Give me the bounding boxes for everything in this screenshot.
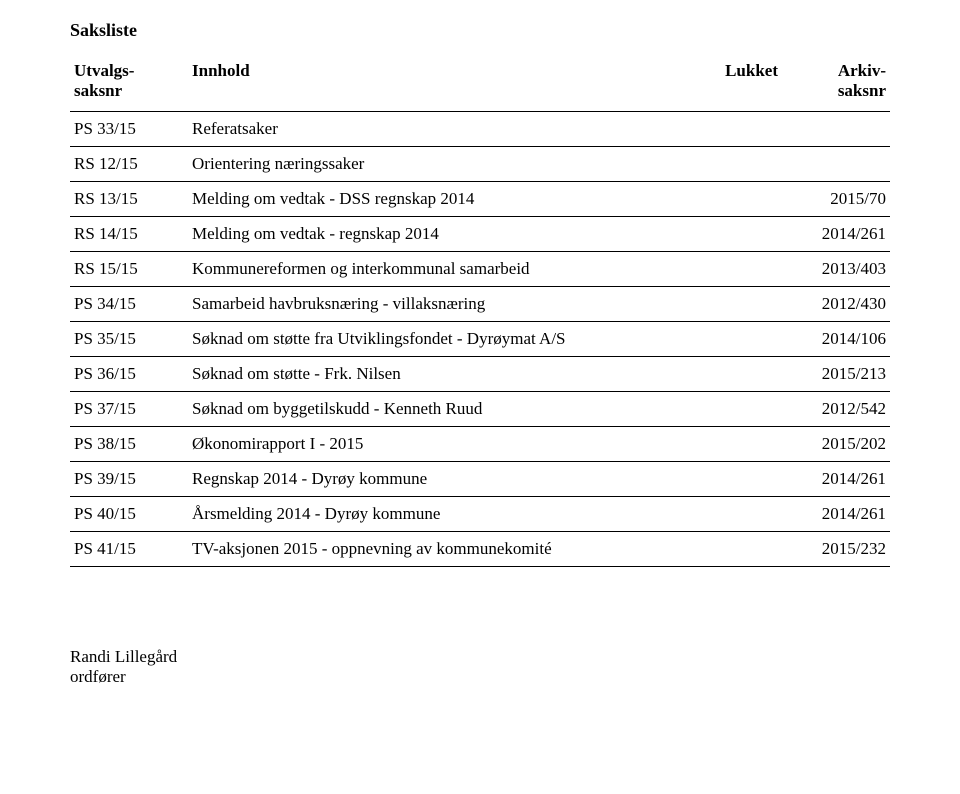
cell-num: PS 40/15 [70, 497, 188, 532]
page-title: Saksliste [70, 20, 890, 41]
table-row: PS 36/15 Søknad om støtte - Frk. Nilsen … [70, 357, 890, 392]
header-innhold: Innhold [188, 55, 684, 112]
footer-role: ordfører [70, 667, 890, 687]
table-row: PS 33/15 Referatsaker [70, 112, 890, 147]
cell-lukket [684, 497, 782, 532]
cell-arkiv: 2015/202 [782, 427, 890, 462]
cell-num: RS 15/15 [70, 252, 188, 287]
table-row: PS 41/15 TV-aksjonen 2015 - oppnevning a… [70, 532, 890, 567]
cell-content: TV-aksjonen 2015 - oppnevning av kommune… [188, 532, 684, 567]
cell-arkiv: 2014/261 [782, 497, 890, 532]
table-row: PS 35/15 Søknad om støtte fra Utviklings… [70, 322, 890, 357]
table-row: RS 14/15 Melding om vedtak - regnskap 20… [70, 217, 890, 252]
header-saksnr: Utvalgs- saksnr [70, 55, 188, 112]
cell-num: PS 38/15 [70, 427, 188, 462]
cell-arkiv: 2014/261 [782, 217, 890, 252]
document-page: Saksliste Utvalgs- saksnr Innhold Lukket… [0, 0, 960, 794]
cell-lukket [684, 462, 782, 497]
table-row: RS 15/15 Kommunereformen og interkommuna… [70, 252, 890, 287]
cell-lukket [684, 217, 782, 252]
table-row: PS 40/15 Årsmelding 2014 - Dyrøy kommune… [70, 497, 890, 532]
table-row: RS 12/15 Orientering næringssaker [70, 147, 890, 182]
table-row: PS 34/15 Samarbeid havbruksnæring - vill… [70, 287, 890, 322]
header-arkiv: Arkiv- saksnr [782, 55, 890, 112]
cell-content: Samarbeid havbruksnæring - villaksnæring [188, 287, 684, 322]
cell-num: PS 41/15 [70, 532, 188, 567]
cell-content: Melding om vedtak - regnskap 2014 [188, 217, 684, 252]
header-arkiv-line1: Arkiv- [838, 61, 886, 80]
cell-num: PS 34/15 [70, 287, 188, 322]
cell-num: PS 35/15 [70, 322, 188, 357]
cell-content: Søknad om støtte fra Utviklingsfondet - … [188, 322, 684, 357]
cell-arkiv [782, 112, 890, 147]
cell-num: PS 33/15 [70, 112, 188, 147]
cell-lukket [684, 532, 782, 567]
cell-num: RS 14/15 [70, 217, 188, 252]
cell-num: PS 37/15 [70, 392, 188, 427]
cell-arkiv [782, 147, 890, 182]
table-row: PS 37/15 Søknad om byggetilskudd - Kenne… [70, 392, 890, 427]
cell-lukket [684, 147, 782, 182]
header-saksnr-line1: Utvalgs- [74, 61, 134, 80]
cell-arkiv: 2013/403 [782, 252, 890, 287]
cell-lukket [684, 112, 782, 147]
cell-content: Orientering næringssaker [188, 147, 684, 182]
cell-content: Økonomirapport I - 2015 [188, 427, 684, 462]
cell-num: PS 39/15 [70, 462, 188, 497]
cell-lukket [684, 322, 782, 357]
cell-content: Søknad om støtte - Frk. Nilsen [188, 357, 684, 392]
cell-content: Årsmelding 2014 - Dyrøy kommune [188, 497, 684, 532]
cell-num: PS 36/15 [70, 357, 188, 392]
header-saksnr-line2: saksnr [74, 81, 122, 100]
cell-lukket [684, 252, 782, 287]
cell-num: RS 13/15 [70, 182, 188, 217]
agenda-table: Utvalgs- saksnr Innhold Lukket Arkiv- sa… [70, 55, 890, 567]
table-row: RS 13/15 Melding om vedtak - DSS regnska… [70, 182, 890, 217]
header-arkiv-line2: saksnr [838, 81, 886, 100]
cell-content: Melding om vedtak - DSS regnskap 2014 [188, 182, 684, 217]
table-body: PS 33/15 Referatsaker RS 12/15 Orienteri… [70, 112, 890, 567]
table-row: PS 38/15 Økonomirapport I - 2015 2015/20… [70, 427, 890, 462]
cell-lukket [684, 357, 782, 392]
cell-content: Søknad om byggetilskudd - Kenneth Ruud [188, 392, 684, 427]
cell-content: Kommunereformen og interkommunal samarbe… [188, 252, 684, 287]
cell-num: RS 12/15 [70, 147, 188, 182]
cell-arkiv: 2014/261 [782, 462, 890, 497]
cell-arkiv: 2012/430 [782, 287, 890, 322]
cell-arkiv: 2014/106 [782, 322, 890, 357]
footer-name: Randi Lillegård [70, 647, 890, 667]
cell-lukket [684, 392, 782, 427]
table-header-row: Utvalgs- saksnr Innhold Lukket Arkiv- sa… [70, 55, 890, 112]
cell-content: Regnskap 2014 - Dyrøy kommune [188, 462, 684, 497]
cell-arkiv: 2015/213 [782, 357, 890, 392]
table-row: PS 39/15 Regnskap 2014 - Dyrøy kommune 2… [70, 462, 890, 497]
header-lukket: Lukket [684, 55, 782, 112]
cell-arkiv: 2015/70 [782, 182, 890, 217]
cell-lukket [684, 182, 782, 217]
footer-signature: Randi Lillegård ordfører [70, 647, 890, 687]
cell-lukket [684, 287, 782, 322]
cell-arkiv: 2012/542 [782, 392, 890, 427]
cell-content: Referatsaker [188, 112, 684, 147]
cell-arkiv: 2015/232 [782, 532, 890, 567]
cell-lukket [684, 427, 782, 462]
